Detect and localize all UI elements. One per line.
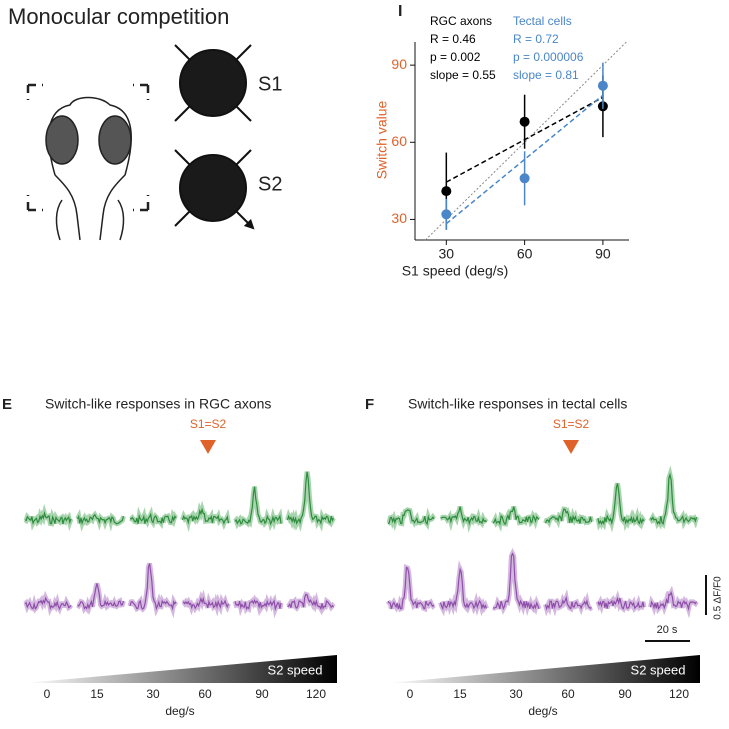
stat-label: p = 0.000006 — [513, 50, 584, 64]
trace — [129, 512, 177, 525]
trace — [544, 595, 592, 611]
trace — [181, 507, 230, 525]
trace-shade — [648, 585, 699, 619]
speed-tick-label: 90 — [255, 687, 269, 701]
x-axis-label: S1 speed (deg/s) — [402, 263, 509, 279]
stat-label: p = 0.002 — [430, 50, 481, 64]
fish-drawing — [26, 83, 150, 241]
point — [519, 116, 530, 127]
y-tick-label: 30 — [391, 210, 407, 226]
trace — [597, 596, 645, 610]
y-tick-label: 90 — [391, 56, 407, 72]
trace — [387, 566, 435, 610]
speed-tick-label: 60 — [198, 687, 212, 701]
stimulus-label: S2 — [258, 173, 282, 195]
point — [441, 209, 452, 220]
speed-tick-label: 120 — [669, 687, 689, 701]
trace — [440, 506, 487, 526]
x-tick-label: 30 — [439, 246, 455, 262]
speed-tick-label: 0 — [44, 687, 51, 701]
stimulus-label: S1 — [258, 73, 282, 95]
legend-label: Tectal cells — [513, 14, 572, 28]
x-tick-label: 60 — [517, 246, 533, 262]
speed-tick-label: 0 — [407, 687, 414, 701]
trace — [387, 509, 435, 526]
trace — [77, 583, 125, 610]
trace — [597, 483, 645, 526]
condition-arrow — [200, 440, 216, 454]
trace-shade — [492, 547, 542, 617]
stat-label: slope = 0.81 — [513, 68, 579, 82]
condition-marker: S1=S2 — [190, 417, 227, 431]
trace — [24, 596, 72, 611]
legend-label: RGC axons — [430, 14, 492, 28]
speed-tick-label: 30 — [509, 687, 523, 701]
speed-gradient — [388, 655, 700, 683]
scale-bar — [645, 575, 707, 642]
unit-label: deg/s — [165, 704, 194, 718]
trace — [182, 596, 230, 610]
x-tick-label: 90 — [595, 246, 611, 262]
stimulus-dots — [174, 44, 251, 226]
speed-tick-label: 90 — [618, 687, 632, 701]
speed-tick-label: 120 — [306, 687, 326, 701]
trace-shade — [285, 471, 336, 532]
trace — [24, 511, 72, 525]
trace — [544, 508, 593, 524]
speed-tick-label: 30 — [146, 687, 160, 701]
trace-shade — [648, 465, 699, 530]
panel-title: Switch-like responses in tectal cells — [408, 396, 627, 412]
trace — [492, 506, 540, 526]
speed-tick-label: 15 — [453, 687, 467, 701]
trace — [439, 567, 488, 611]
trace — [649, 590, 698, 612]
trace — [650, 472, 698, 526]
trace-panels: E Switch-like responses in RGC axons S1=S2… — [2, 396, 700, 718]
stat-label: R = 0.46 — [430, 32, 476, 46]
condition-marker: S1=S2 — [553, 417, 590, 431]
speed-tick-label: 60 — [561, 687, 575, 701]
y-axis-label: Switch value — [374, 100, 390, 179]
unit-label: deg/s — [528, 704, 557, 718]
point — [519, 173, 530, 184]
amplitude-scale-label: 0.5 ΔF/F0 — [713, 576, 724, 620]
stat-label: R = 0.72 — [513, 32, 559, 46]
condition-arrow — [563, 440, 579, 454]
point — [597, 80, 608, 91]
panel-label: I — [398, 3, 402, 20]
fit-line — [445, 94, 604, 225]
figure-title: Monocular competition — [8, 4, 229, 29]
gradient-label: S2 speed — [631, 662, 686, 677]
identity-line — [425, 41, 627, 241]
trace — [76, 513, 125, 526]
speed-tick-label: 15 — [90, 687, 104, 701]
stat-label: slope = 0.55 — [430, 68, 496, 82]
gradient-label: S2 speed — [268, 662, 323, 677]
time-scale-label: 20 s — [657, 624, 678, 636]
point — [441, 186, 452, 197]
trace — [286, 471, 335, 526]
panel-title: Switch-like responses in RGC axons — [45, 396, 271, 412]
trace — [234, 599, 282, 612]
trace — [129, 563, 177, 611]
trace-shade — [233, 486, 284, 532]
y-tick-label: 60 — [391, 133, 407, 149]
trace — [287, 593, 334, 611]
speed-gradient — [25, 655, 337, 683]
trace-shade — [127, 562, 179, 619]
trace — [492, 552, 540, 610]
trace — [234, 486, 282, 526]
panel-label: E — [2, 396, 12, 413]
panel-label: F — [365, 396, 374, 413]
